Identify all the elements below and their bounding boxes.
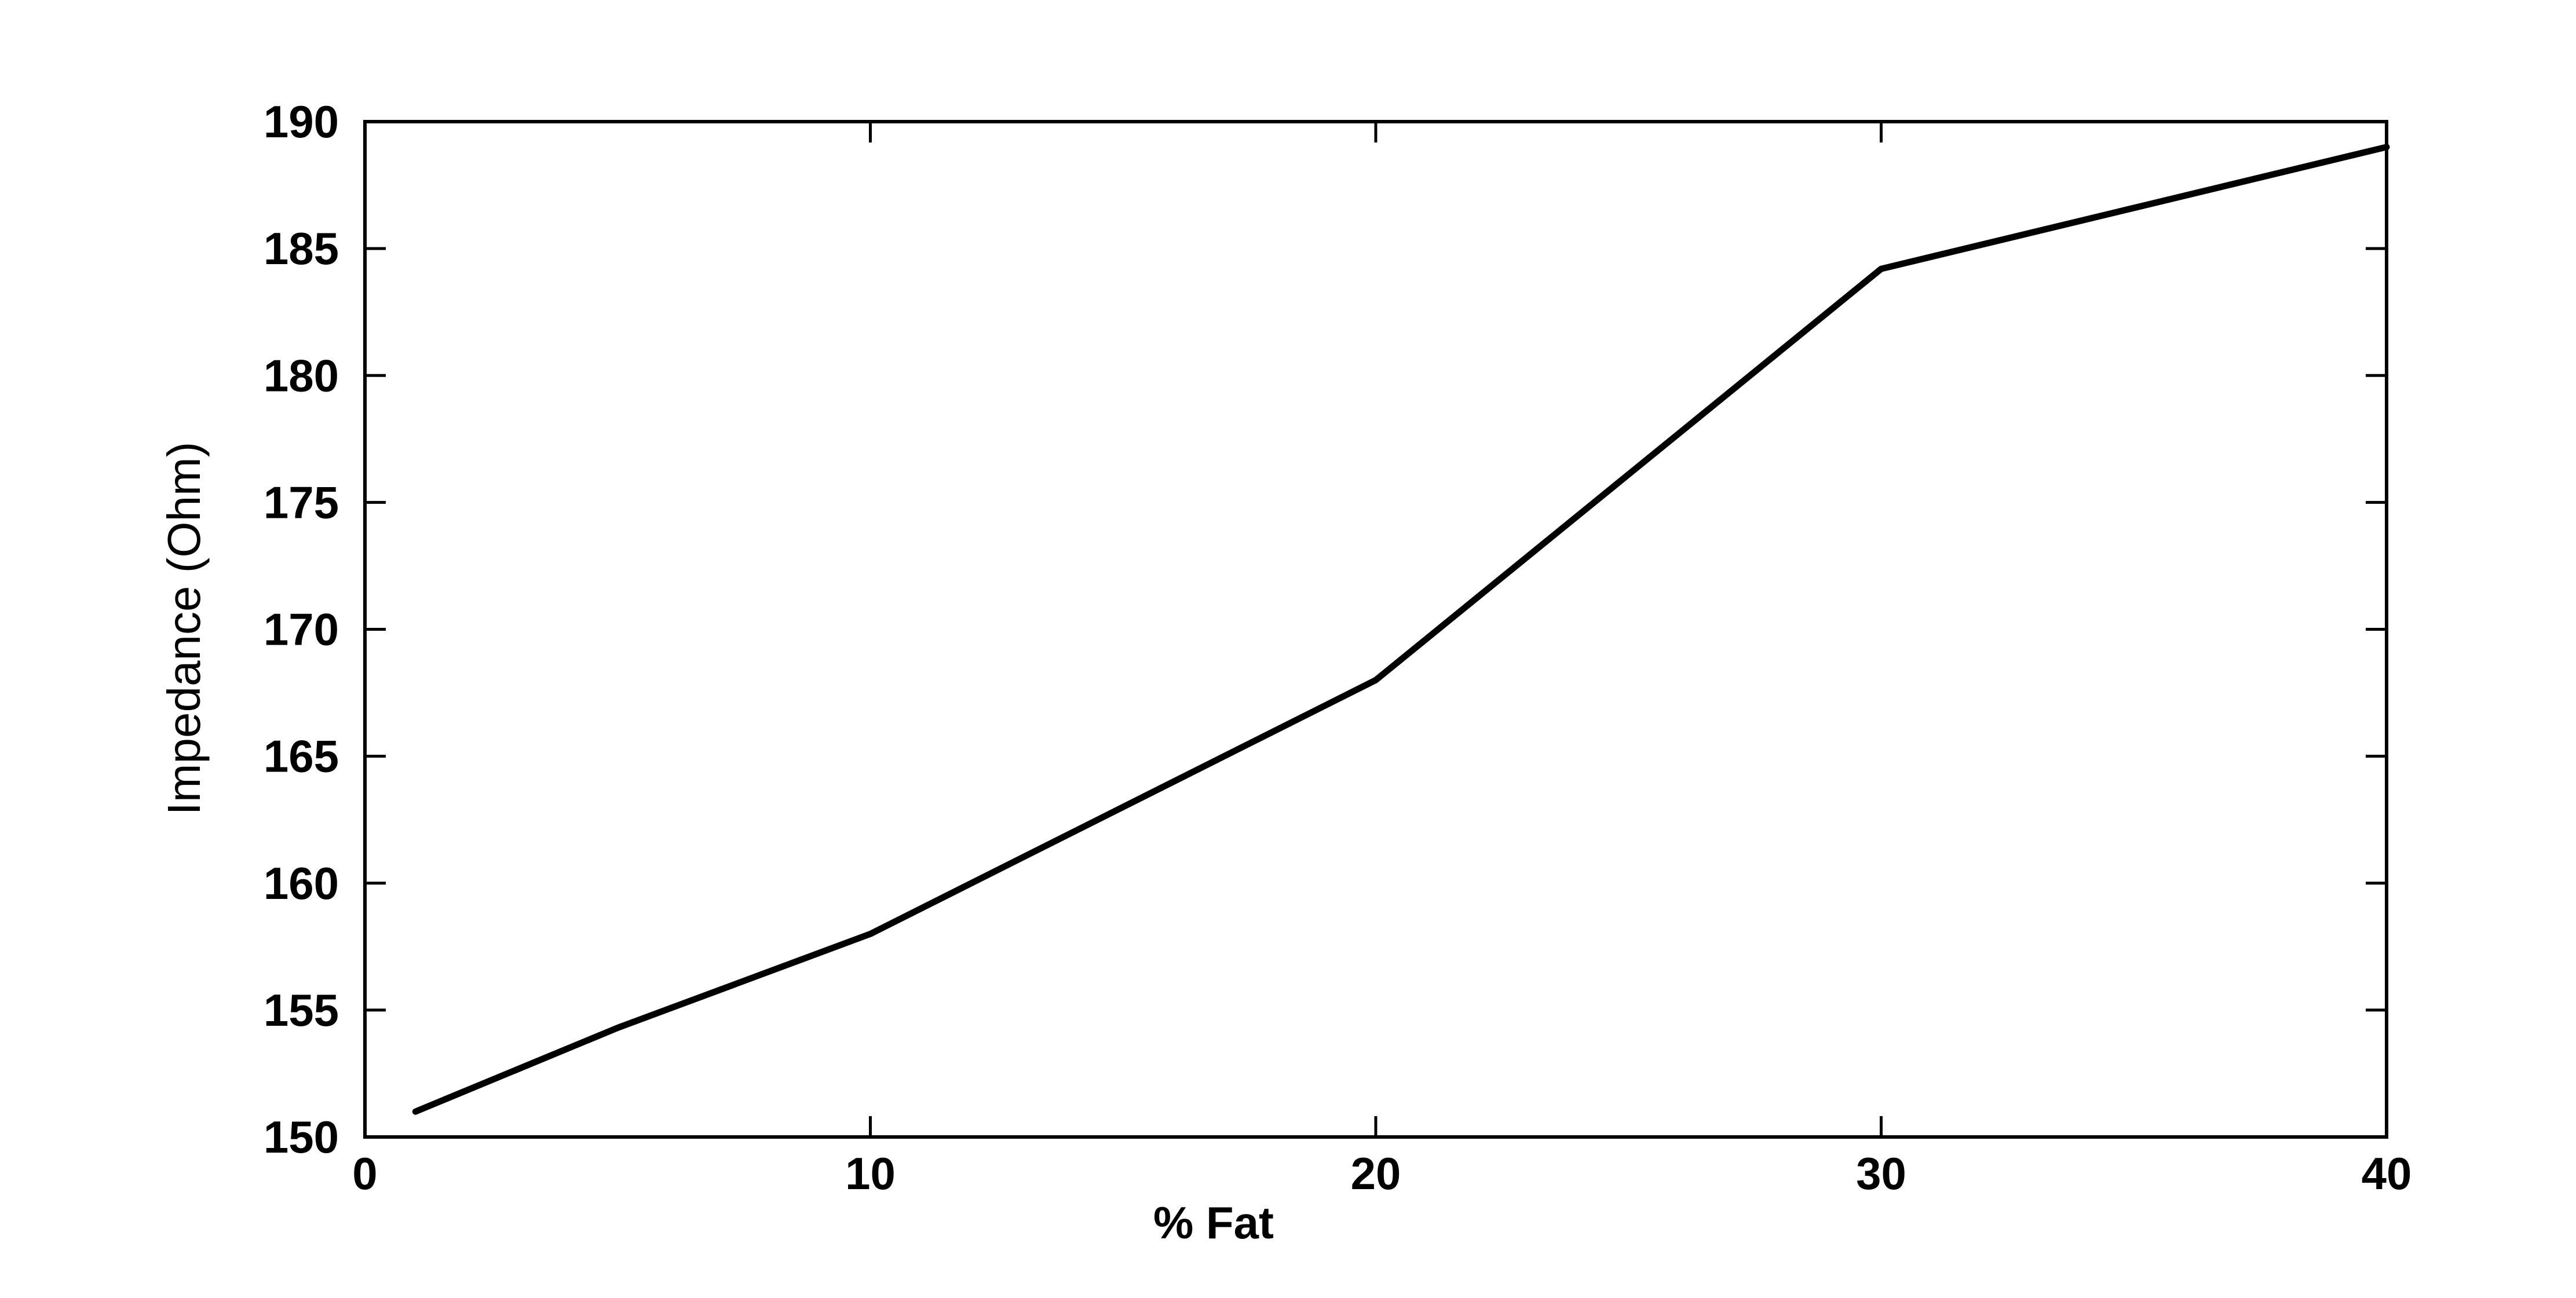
ticks-layer — [363, 120, 2388, 1139]
series-line — [412, 144, 2390, 1115]
x-tick-label: 10 — [845, 1148, 896, 1199]
y-tick-label: 175 — [264, 477, 339, 528]
y-tick-label: 190 — [264, 96, 339, 147]
series-layer — [412, 144, 2390, 1115]
y-tick-label: 160 — [264, 858, 339, 909]
y-tick-label: 170 — [264, 604, 339, 655]
y-axis-label: Impedance (Ohm) — [158, 442, 210, 816]
plot-frame — [363, 120, 2388, 1139]
y-tick-label: 180 — [264, 350, 339, 401]
y-tick-label: 185 — [264, 223, 339, 274]
x-axis-label: % Fat — [1153, 1197, 1274, 1248]
data-point — [415, 1111, 416, 1112]
labels-layer: 0 10 20 30 40 150 155 160 165 170 175 180 185 190 — [264, 96, 2412, 1199]
x-tick-label: 0 — [352, 1148, 377, 1199]
x-tick-label: 40 — [2362, 1148, 2412, 1199]
x-tick-label: 30 — [1856, 1148, 1906, 1199]
y-tick-label: 150 — [264, 1111, 339, 1162]
y-tick-label: 155 — [264, 985, 339, 1036]
x-tick-label: 20 — [1351, 1148, 1401, 1199]
y-tick-label: 165 — [264, 731, 339, 782]
